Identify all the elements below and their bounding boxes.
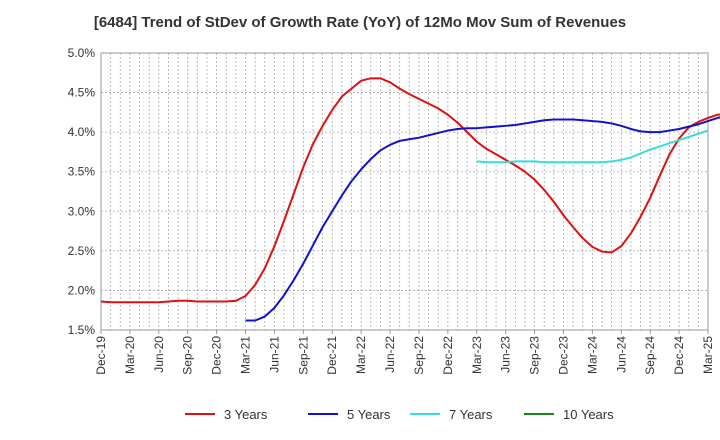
x-tick-label: Dec-20 xyxy=(210,336,224,375)
y-tick-label: 2.5% xyxy=(68,244,96,258)
x-tick-label: Dec-19 xyxy=(94,336,108,375)
chart-title: [6484] Trend of StDev of Growth Rate (Yo… xyxy=(93,14,627,31)
series-line-7-years xyxy=(476,129,709,164)
x-tick-label: Sep-24 xyxy=(643,336,657,375)
x-tick-label: Sep-22 xyxy=(412,336,426,375)
x-tick-label: Jun-23 xyxy=(499,336,513,373)
legend-label: 10 Years xyxy=(563,407,614,422)
x-tick-label: Mar-22 xyxy=(354,336,368,374)
legend-label: 7 Years xyxy=(449,407,493,422)
y-tick-label: 4.0% xyxy=(68,125,96,139)
axis-layer: 1.5% 2.0% 2.5% 3.0% 3.5% 4.0% 4.5% 5.0% Dec-19 Ma… xyxy=(68,46,715,375)
x-tick-label: Dec-21 xyxy=(325,336,339,375)
x-tick-label: Sep-20 xyxy=(181,336,195,375)
series-layer xyxy=(100,77,720,322)
x-tick-label: Jun-24 xyxy=(614,336,628,373)
x-tick-label: Sep-23 xyxy=(528,336,542,375)
legend-layer: 3 Years 5 Years 7 Years 10 Years xyxy=(185,407,614,422)
y-tick-label: 5.0% xyxy=(68,46,96,60)
x-tick-label: Dec-24 xyxy=(672,336,686,375)
x-tick-label: Jun-21 xyxy=(267,336,281,373)
x-tick-label: Mar-24 xyxy=(585,336,599,374)
x-tick-label: Sep-21 xyxy=(296,336,310,375)
x-tick-label: Jun-20 xyxy=(152,336,166,373)
x-tick-label: Dec-23 xyxy=(556,336,570,375)
x-tick-label: Jun-22 xyxy=(383,336,397,373)
x-tick-label: Mar-21 xyxy=(239,336,253,374)
y-tick-label: 1.5% xyxy=(68,323,96,337)
x-tick-label: Dec-22 xyxy=(441,336,455,375)
series-line-5-years xyxy=(245,116,720,322)
x-tick-label: Mar-25 xyxy=(701,336,715,374)
x-tick-label: Mar-20 xyxy=(123,336,137,374)
series-line-3-years xyxy=(100,77,720,304)
grid-layer xyxy=(101,53,708,330)
y-tick-label: 3.0% xyxy=(68,204,96,218)
x-tick-label: Mar-23 xyxy=(470,336,484,374)
y-tick-label: 2.0% xyxy=(68,283,96,297)
y-tick-label: 3.5% xyxy=(68,165,96,179)
legend-label: 3 Years xyxy=(224,407,268,422)
legend-label: 5 Years xyxy=(347,407,391,422)
y-tick-label: 4.5% xyxy=(68,86,96,100)
plot-frame xyxy=(100,52,709,331)
